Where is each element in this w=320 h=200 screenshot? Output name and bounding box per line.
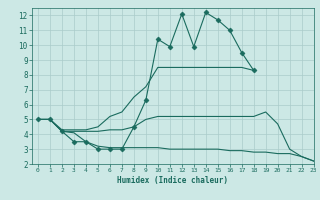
X-axis label: Humidex (Indice chaleur): Humidex (Indice chaleur) (117, 176, 228, 185)
